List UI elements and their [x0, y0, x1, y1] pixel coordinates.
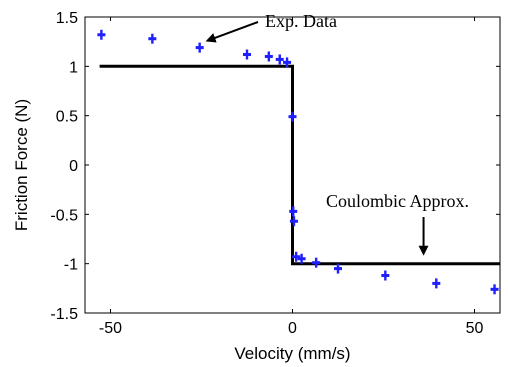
data-point — [289, 216, 298, 227]
y-tick-label: -1.5 — [50, 306, 78, 323]
annotation-coulombic: Coulombic Approx. — [326, 191, 469, 211]
y-tick-label: 1 — [69, 59, 78, 76]
data-point — [334, 263, 343, 274]
annotations: Exp. Data Coulombic Approx. — [205, 11, 469, 256]
data-point — [97, 29, 106, 40]
y-tick-label: -1 — [64, 257, 78, 274]
y-tick-label: 0 — [69, 158, 78, 175]
data-point — [490, 284, 499, 295]
data-point — [264, 51, 273, 62]
experimental-markers — [97, 29, 499, 295]
data-point — [289, 206, 298, 217]
data-point — [195, 42, 204, 53]
y-tick-label: -0.5 — [50, 207, 78, 224]
data-point — [275, 54, 284, 65]
data-point — [242, 49, 251, 60]
data-point — [288, 111, 297, 122]
data-point — [297, 253, 306, 264]
x-axis-title: Velocity (mm/s) — [234, 344, 350, 363]
data-point — [432, 278, 441, 289]
y-tick-label: 0.5 — [56, 109, 78, 126]
y-axis-title: Friction Force (N) — [12, 99, 31, 231]
axes: -50 0 50 1.5 1 0.5 0 -0.5 -1 -1.5 — [50, 10, 501, 337]
data-point — [381, 270, 390, 281]
annotation-exp-data: Exp. Data — [265, 11, 337, 31]
data-point — [148, 33, 157, 44]
x-tick-label: -50 — [99, 320, 122, 337]
approximation-line — [99, 64, 500, 266]
x-tick-label: 50 — [466, 320, 484, 337]
x-tick-label: 0 — [288, 320, 297, 337]
annotation-exp-data-arrow — [205, 21, 259, 43]
data-point — [312, 257, 321, 268]
coulombic-step-line — [99, 64, 500, 266]
data-point — [283, 57, 292, 68]
y-tick-label: 1.5 — [56, 10, 78, 27]
data-point — [292, 251, 301, 262]
